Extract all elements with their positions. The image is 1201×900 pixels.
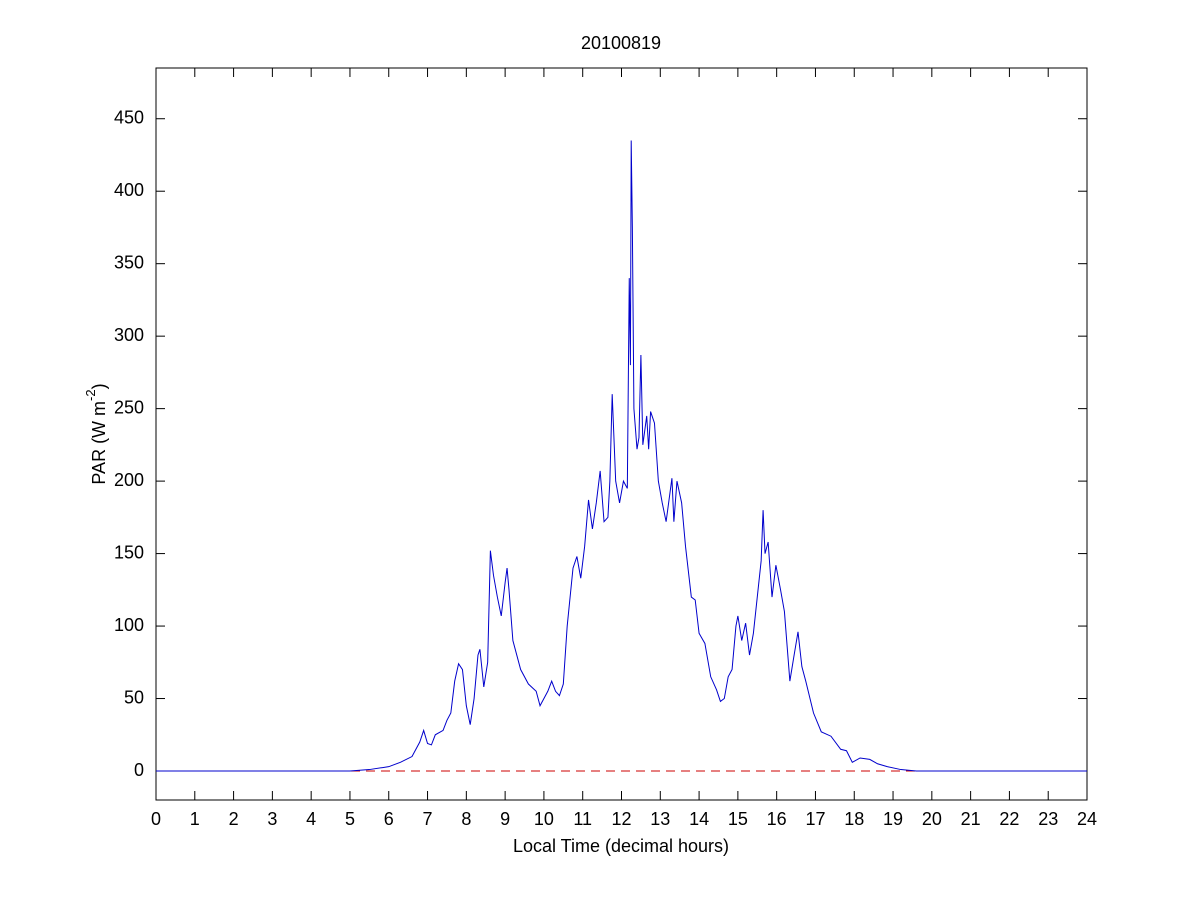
x-tick-label: 21 — [961, 809, 981, 829]
y-tick-label: 200 — [114, 470, 144, 490]
x-axis-label: Local Time (decimal hours) — [513, 836, 729, 856]
x-tick-label: 0 — [151, 809, 161, 829]
y-tick-label: 450 — [114, 107, 144, 127]
y-tick-label: 300 — [114, 325, 144, 345]
y-tick-label: 100 — [114, 615, 144, 635]
x-tick-label: 6 — [384, 809, 394, 829]
data-line — [156, 140, 1087, 772]
x-tick-label: 3 — [267, 809, 277, 829]
x-tick-label: 8 — [461, 809, 471, 829]
x-tick-label: 17 — [805, 809, 825, 829]
x-tick-label: 11 — [573, 809, 592, 829]
y-axis-label-sup: -2 — [83, 389, 98, 401]
x-tick-label: 2 — [229, 809, 239, 829]
y-tick-label: 150 — [114, 542, 144, 562]
y-tick-label: 250 — [114, 397, 144, 417]
y-tick-label: 50 — [124, 687, 144, 707]
x-tick-label: 13 — [650, 809, 670, 829]
x-tick-label: 23 — [1038, 809, 1058, 829]
x-tick-label: 24 — [1077, 809, 1097, 829]
x-tick-label: 9 — [500, 809, 510, 829]
x-tick-label: 20 — [922, 809, 942, 829]
x-tick-label: 10 — [534, 809, 554, 829]
x-tick-label: 14 — [689, 809, 709, 829]
axes-box — [155, 67, 1088, 801]
x-tick-label: 12 — [611, 809, 631, 829]
x-tick-label: 22 — [999, 809, 1019, 829]
x-tick-label: 1 — [190, 809, 200, 829]
x-tick-label: 18 — [844, 809, 864, 829]
y-tick-label: 350 — [114, 252, 144, 272]
x-tick-label: 15 — [728, 809, 748, 829]
y-axis-label: PAR (W m-2) — [83, 383, 108, 484]
y-axis-label-text: PAR (W m — [89, 401, 109, 485]
x-tick-label: 19 — [883, 809, 903, 829]
y-axis-label-end: ) — [89, 383, 109, 389]
chart-title: 20100819 — [581, 33, 661, 53]
y-tick-label: 0 — [134, 760, 144, 780]
x-tick-label: 16 — [767, 809, 787, 829]
x-tick-label: 7 — [423, 809, 433, 829]
x-tick-label: 4 — [306, 809, 316, 829]
x-tick-label: 5 — [345, 809, 355, 829]
y-tick-label: 400 — [114, 180, 144, 200]
